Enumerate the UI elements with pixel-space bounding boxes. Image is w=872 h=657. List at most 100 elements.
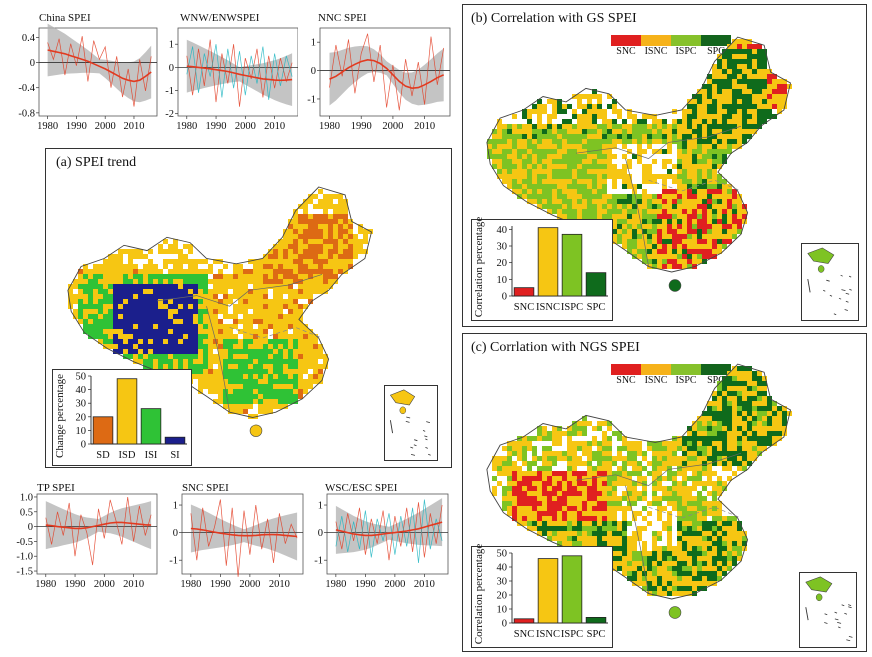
map-pixel bbox=[323, 284, 328, 289]
map-pixel bbox=[617, 551, 622, 556]
map-pixel bbox=[717, 576, 722, 581]
map-pixel bbox=[173, 279, 178, 284]
map-pixel bbox=[692, 119, 697, 124]
map-pixel bbox=[243, 339, 248, 344]
map-pixel bbox=[203, 349, 208, 354]
map-pixel bbox=[657, 581, 662, 586]
map-pixel bbox=[652, 159, 657, 164]
map-pixel bbox=[627, 561, 632, 566]
inset-reef bbox=[410, 446, 414, 449]
map-pixel bbox=[742, 139, 747, 144]
map-pixel bbox=[732, 224, 737, 229]
map-pixel bbox=[173, 324, 178, 329]
map-pixel bbox=[532, 189, 537, 194]
map-pixel bbox=[667, 209, 672, 214]
map-pixel bbox=[333, 204, 338, 209]
map-pixel bbox=[283, 269, 288, 274]
map-pixel bbox=[93, 319, 98, 324]
map-pixel bbox=[527, 189, 532, 194]
map-pixel bbox=[208, 274, 213, 279]
map-pixel bbox=[193, 294, 198, 299]
map-pixel bbox=[657, 451, 662, 456]
map-pixel bbox=[263, 344, 268, 349]
map-pixel bbox=[497, 491, 502, 496]
map-pixel bbox=[557, 486, 562, 491]
map-pixel bbox=[492, 486, 497, 491]
map-pixel bbox=[213, 309, 218, 314]
map-pixel bbox=[617, 431, 622, 436]
map-pixel bbox=[692, 551, 697, 556]
map-pixel bbox=[652, 114, 657, 119]
map-pixel bbox=[592, 421, 597, 426]
map-pixel bbox=[93, 284, 98, 289]
map-pixel bbox=[83, 264, 88, 269]
map-pixel bbox=[303, 274, 308, 279]
map-pixel bbox=[542, 436, 547, 441]
map-pixel bbox=[712, 541, 717, 546]
map-pixel bbox=[737, 74, 742, 79]
map-pixel bbox=[577, 436, 582, 441]
map-pixel bbox=[587, 194, 592, 199]
map-pixel bbox=[617, 179, 622, 184]
map-pixel bbox=[692, 244, 697, 249]
map-pixel bbox=[263, 289, 268, 294]
map-pixel bbox=[158, 249, 163, 254]
map-pixel bbox=[278, 329, 283, 334]
map-pixel bbox=[582, 189, 587, 194]
y-axis-title: Change percentage bbox=[54, 374, 66, 458]
map-pixel bbox=[143, 319, 148, 324]
map-pixel bbox=[123, 294, 128, 299]
map-pixel bbox=[547, 109, 552, 114]
map-pixel bbox=[732, 109, 737, 114]
map-pixel bbox=[562, 436, 567, 441]
map-pixel bbox=[657, 134, 662, 139]
map-pixel bbox=[527, 456, 532, 461]
map-pixel bbox=[98, 309, 103, 314]
map-pixel bbox=[208, 354, 213, 359]
map-pixel bbox=[617, 184, 622, 189]
map-pixel bbox=[298, 389, 303, 394]
map-pixel bbox=[572, 119, 577, 124]
map-pixel bbox=[358, 254, 363, 259]
map-pixel bbox=[213, 364, 218, 369]
map-pixel bbox=[547, 199, 552, 204]
map-pixel bbox=[597, 421, 602, 426]
map-pixel bbox=[727, 214, 732, 219]
region-boundary bbox=[625, 485, 649, 594]
map-pixel bbox=[183, 344, 188, 349]
map-pixel bbox=[328, 229, 333, 234]
map-pixel bbox=[597, 189, 602, 194]
map-pixel bbox=[687, 461, 692, 466]
map-pixel bbox=[577, 476, 582, 481]
map-pixel bbox=[687, 566, 692, 571]
series-line-trend bbox=[190, 527, 298, 538]
map-pixel bbox=[652, 471, 657, 476]
map-pixel bbox=[298, 394, 303, 399]
map-pixel bbox=[712, 194, 717, 199]
map-pixel bbox=[263, 349, 268, 354]
map-pixel bbox=[567, 164, 572, 169]
map-pixel bbox=[308, 294, 313, 299]
region-boundary-dashed bbox=[648, 506, 742, 519]
map-pixel bbox=[542, 481, 547, 486]
map-pixel bbox=[642, 531, 647, 536]
map-pixel bbox=[657, 239, 662, 244]
map-pixel bbox=[567, 204, 572, 209]
map-pixel bbox=[627, 466, 632, 471]
map-pixel bbox=[153, 309, 158, 314]
map-pixel bbox=[293, 269, 298, 274]
map-pixel bbox=[552, 134, 557, 139]
map-pixel bbox=[348, 254, 353, 259]
map-pixel bbox=[597, 496, 602, 501]
map-pixel bbox=[632, 561, 637, 566]
map-pixel bbox=[687, 244, 692, 249]
map-pixel bbox=[647, 199, 652, 204]
map-pixel bbox=[502, 491, 507, 496]
map-pixel bbox=[133, 324, 138, 329]
map-pixel bbox=[667, 154, 672, 159]
map-pixel bbox=[567, 506, 572, 511]
map-pixel bbox=[283, 234, 288, 239]
map-pixel bbox=[727, 229, 732, 234]
inset-reef bbox=[844, 612, 848, 615]
map-pixel bbox=[602, 149, 607, 154]
